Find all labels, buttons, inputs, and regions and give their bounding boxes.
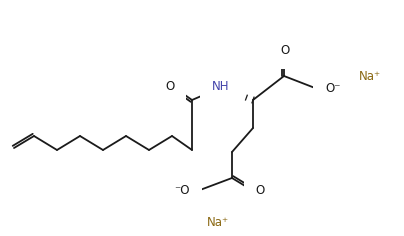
Text: NH: NH bbox=[212, 80, 230, 93]
Text: O: O bbox=[280, 45, 290, 58]
Text: O: O bbox=[255, 185, 265, 198]
Text: ⁻O: ⁻O bbox=[175, 184, 190, 197]
Text: Na⁺: Na⁺ bbox=[359, 69, 381, 83]
Text: O: O bbox=[165, 80, 175, 93]
Text: O⁻: O⁻ bbox=[325, 81, 341, 94]
Text: Na⁺: Na⁺ bbox=[207, 215, 229, 228]
